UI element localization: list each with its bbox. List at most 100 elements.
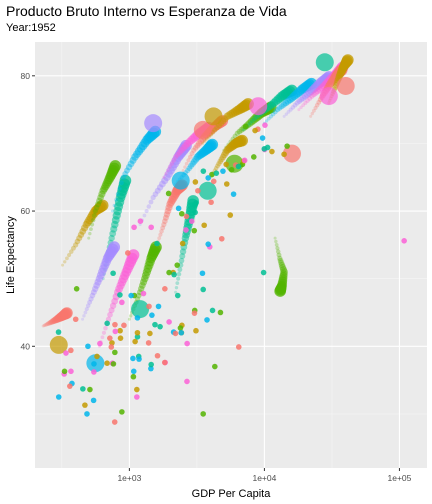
trail-point [273, 236, 277, 240]
data-point [104, 360, 110, 366]
data-point [230, 191, 237, 197]
data-point [121, 322, 127, 329]
bubble-point [319, 87, 338, 106]
data-point [68, 347, 74, 354]
trail-point [89, 292, 96, 299]
trail-point [112, 203, 116, 208]
trail-point [67, 252, 72, 258]
data-point [205, 175, 211, 181]
trail-point [174, 151, 181, 158]
trail-point [69, 249, 74, 254]
data-point [85, 343, 91, 350]
data-point [130, 368, 137, 375]
trail-point [89, 227, 93, 231]
trail-point [108, 234, 115, 242]
data-point [183, 227, 189, 233]
trail-point [187, 154, 193, 160]
data-point [82, 402, 88, 408]
chart-subtitle: Year:1952 [6, 22, 56, 34]
data-point [104, 320, 110, 327]
trail-point [332, 84, 339, 90]
data-point [209, 171, 215, 178]
data-point [223, 161, 229, 168]
data-point [193, 327, 199, 334]
axes: 1e+03 1e+04 1e+05 40 60 80 [21, 71, 412, 483]
trail-point [234, 130, 240, 136]
data-point [148, 224, 154, 231]
data-point [183, 213, 190, 220]
data-point [134, 386, 140, 393]
data-point [136, 356, 142, 362]
data-point [281, 151, 287, 158]
data-point [134, 329, 141, 336]
data-point [401, 238, 407, 244]
trail-point [192, 145, 199, 151]
trail-point [278, 259, 285, 266]
trail-point [90, 289, 97, 296]
trail-point [63, 260, 67, 264]
trail-point [108, 241, 121, 253]
trail-point [288, 107, 293, 112]
trail-point [216, 161, 222, 167]
trail-point [213, 165, 219, 171]
data-point [166, 319, 172, 325]
data-point [112, 328, 119, 335]
trail-point [161, 221, 167, 228]
x-tick-label: 1e+04 [252, 473, 276, 483]
data-point [179, 240, 186, 247]
data-point [108, 344, 115, 350]
data-point [178, 329, 185, 336]
trail-point [152, 191, 159, 197]
data-point [63, 350, 69, 356]
bubble-point [282, 144, 301, 163]
trail-point [87, 236, 91, 240]
trail-point [150, 194, 156, 201]
data-point [195, 187, 201, 194]
trail-point [109, 160, 122, 172]
data-point [178, 210, 185, 217]
data-point [201, 222, 207, 229]
trail-point [124, 167, 131, 174]
trail-point [84, 307, 89, 312]
trail-point [176, 276, 181, 281]
data-point [90, 397, 97, 404]
trail-point [183, 165, 187, 169]
trail-point [163, 211, 171, 218]
trail-point [61, 307, 73, 319]
data-point [148, 365, 154, 372]
y-axis-label: Life Expectancy [5, 216, 17, 294]
bubble-point [198, 181, 217, 200]
data-point [131, 224, 137, 231]
trail-point [171, 157, 177, 163]
trail-point [109, 302, 117, 309]
trail-point [278, 103, 285, 110]
trail-point [186, 158, 191, 163]
data-point [134, 394, 140, 400]
data-point [165, 190, 172, 197]
trail-point [129, 314, 133, 318]
trail-point [127, 249, 140, 261]
trail-point [42, 323, 47, 328]
trail-point [164, 172, 168, 176]
trail-point [100, 335, 105, 340]
trail-point [43, 322, 48, 327]
data-point [61, 368, 68, 375]
data-point [134, 334, 141, 340]
trail-point [181, 168, 185, 172]
data-point [112, 321, 118, 328]
trail-point [135, 292, 142, 299]
data-point [110, 361, 117, 367]
trail-point [76, 235, 83, 242]
bubble-point [315, 53, 334, 72]
trail-point [111, 209, 115, 213]
trail-point [189, 151, 195, 157]
data-point [200, 286, 207, 293]
data-point [174, 292, 181, 299]
data-point [204, 317, 210, 323]
data-point [145, 340, 152, 346]
trail-point [248, 121, 253, 126]
data-point [200, 168, 207, 174]
trail-point [217, 158, 224, 165]
trail-point [101, 330, 107, 335]
data-point [157, 323, 163, 330]
